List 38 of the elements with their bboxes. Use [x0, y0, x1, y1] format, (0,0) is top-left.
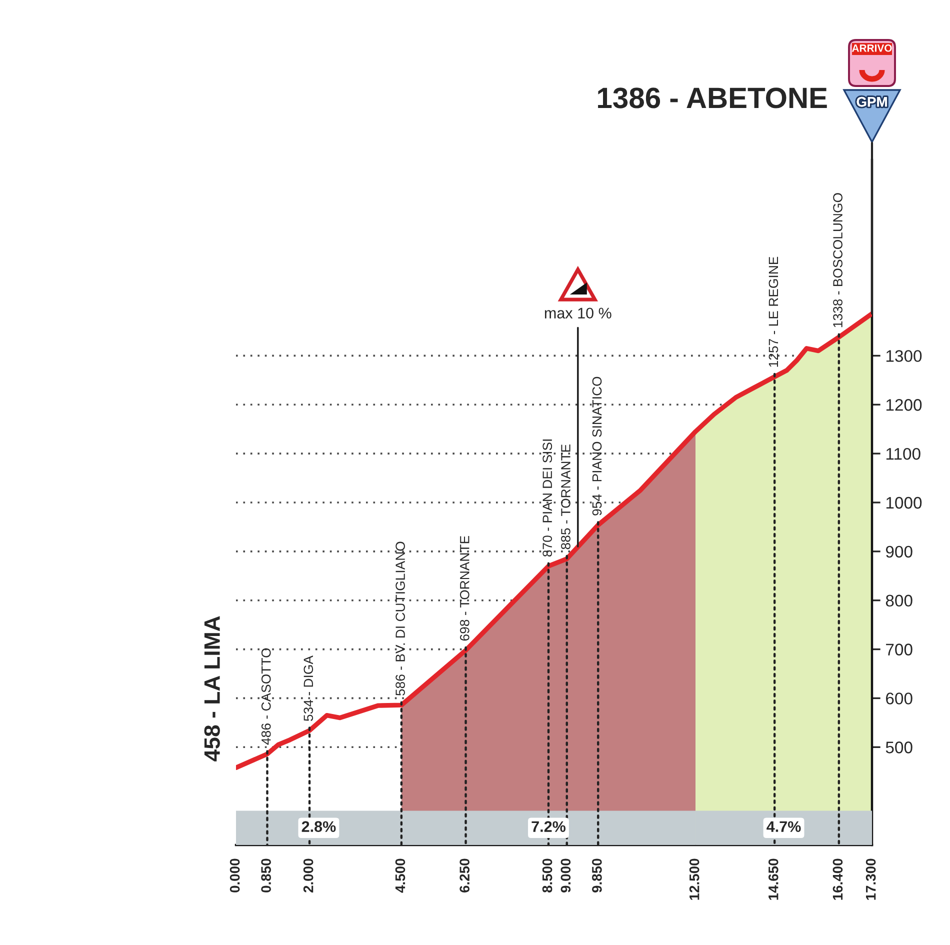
- x-tick-label: 0.000: [230, 858, 240, 892]
- y-tick-label: 600: [886, 692, 912, 704]
- x-tick-label: 0.850: [261, 858, 271, 892]
- data-label: 534 - DIGA: [304, 656, 314, 721]
- data-label: 885 - TORNANTE: [561, 444, 570, 550]
- y-tick-label: 1100: [886, 448, 920, 460]
- x-tick-label: 12.500: [689, 858, 700, 900]
- annotation: max 10 %: [544, 308, 612, 319]
- band-label: 4.7%: [766, 821, 801, 832]
- y-tick-label: 1300: [886, 350, 922, 362]
- x-tick-label: 9.000: [560, 858, 571, 892]
- text: GPM: [856, 96, 887, 107]
- y-tick-label: 700: [886, 644, 912, 656]
- x-tick-label: 14.650: [768, 858, 778, 900]
- x-tick-label: 9.850: [592, 858, 602, 892]
- band-label: 2.8%: [302, 821, 336, 832]
- x-tick-label: 4.500: [395, 858, 406, 893]
- x-tick-label: 8.500: [542, 858, 552, 893]
- x-tick-label: 2.000: [303, 858, 314, 892]
- y-tick-label: 900: [886, 546, 912, 558]
- y-tick-label: 1000: [886, 496, 922, 509]
- data-label: 458 - LA LIMA: [204, 616, 220, 762]
- x-tick-label: 16.400: [832, 858, 843, 900]
- y-tick-label: 800: [886, 594, 912, 607]
- data-label: 1257 - LE REGINE: [768, 256, 778, 367]
- data-label: 870 - PIAN DEI SISI: [542, 440, 552, 557]
- data-label: 698 - TORNANTE: [460, 536, 470, 641]
- text: ARRIVO: [852, 44, 892, 52]
- y-tick-label: 1200: [886, 399, 922, 411]
- band-label: 7.2%: [532, 821, 566, 832]
- chart-title: 1386 - ABETONE: [598, 88, 827, 108]
- data-label: 954 - PIANO SINATICO: [592, 376, 602, 516]
- data-label: 586 - BV. DI CUTIGLIANO: [396, 542, 405, 696]
- x-tick-label: 6.250: [460, 858, 470, 892]
- y-tick-label: 500: [886, 742, 912, 754]
- data-label: 486 - CASOTTO: [261, 648, 271, 745]
- data-label: 1338 - BOSCOLUNGO: [833, 193, 842, 328]
- x-tick-label: 17.300: [866, 858, 876, 900]
